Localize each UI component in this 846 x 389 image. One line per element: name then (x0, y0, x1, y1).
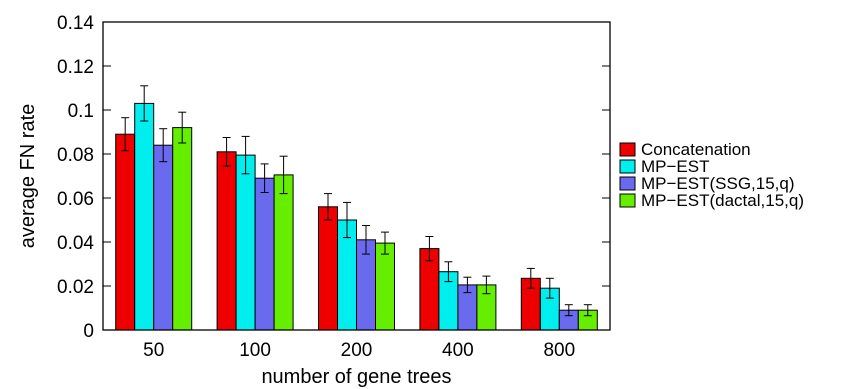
bar (134, 102, 155, 331)
y-tick-label: 0.04 (57, 233, 94, 254)
y-tick-label: 0.1 (68, 101, 94, 122)
legend-swatch (619, 176, 636, 191)
y-axis-ticks: 0 0.02 0.04 0.06 0.08 0.1 0.12 0.14 (57, 13, 610, 342)
plot-frame (102, 21, 611, 331)
y-tick-label: 0.06 (57, 189, 94, 210)
y-tick-label: 0.14 (57, 13, 94, 34)
x-axis-label: number of gene trees (261, 366, 451, 388)
legend: ConcatenationMP−ESTMP−EST(SSG,15,q)MP−ES… (619, 140, 804, 210)
x-tick-label: 50 (143, 340, 164, 361)
x-tick-label: 200 (341, 340, 373, 361)
bar (254, 177, 275, 331)
x-tick-label: 100 (239, 340, 271, 361)
legend-label: MP−EST(dactal,15,q) (641, 191, 804, 210)
legend-label: Concatenation (641, 140, 751, 159)
bar (216, 151, 237, 331)
y-tick-label: 0 (83, 321, 94, 342)
bar (115, 133, 136, 331)
bar (153, 144, 174, 331)
legend-label: MP−EST(SSG,15,q) (641, 174, 795, 193)
legend-label: MP−EST (641, 157, 710, 176)
x-tick-label: 400 (442, 340, 474, 361)
bar (273, 174, 294, 331)
legend-swatch (619, 159, 636, 174)
x-tick-label: 800 (543, 340, 575, 361)
bar (172, 127, 193, 331)
y-tick-label: 0.02 (57, 277, 94, 298)
legend-swatch (619, 193, 636, 208)
y-axis-label: average FN rate (17, 104, 39, 249)
bars-group (115, 85, 598, 331)
legend-swatch (619, 142, 636, 157)
bar (235, 154, 256, 331)
y-tick-label: 0.08 (57, 145, 94, 166)
y-tick-label: 0.12 (57, 57, 94, 78)
x-axis-ticks: 50 100 200 400 800 (143, 340, 575, 361)
bar (375, 242, 395, 331)
bar (318, 206, 338, 331)
